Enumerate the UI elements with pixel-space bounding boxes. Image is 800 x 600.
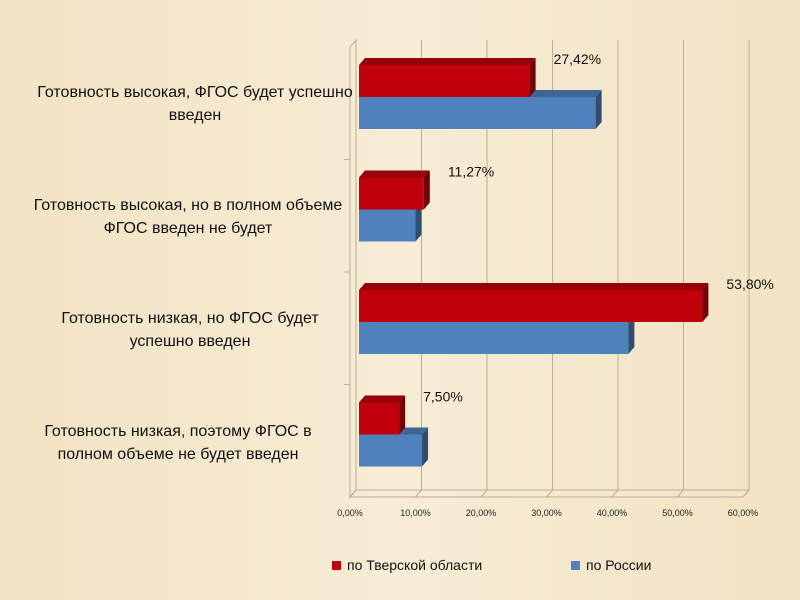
- data-label-tver-4: 7,50%: [423, 389, 463, 405]
- x-tick-label: 50,00%: [662, 508, 693, 518]
- bar-russia-1-side: [595, 90, 602, 129]
- gridline-floor: [677, 489, 684, 498]
- bar-tver-1-front: [359, 65, 530, 97]
- category-label-4: Готовность низкая, поэтому ФГОС в полном…: [44, 423, 312, 463]
- bar-tver-1-side: [529, 58, 536, 97]
- bar-tver-4-top: [359, 395, 406, 403]
- bar-tver-1-top: [359, 58, 536, 65]
- legend-swatch-tver: [332, 560, 341, 570]
- bar-russia-1-front: [359, 97, 596, 129]
- labels-layer: 0,00% 10,00% 20,00% 30,00% 40,00% 50,00% 60,00…: [337, 51, 774, 518]
- data-label-tver-3: 53,80%: [726, 276, 773, 292]
- x-tick-label: 30,00%: [531, 508, 562, 518]
- legend-swatch-russia: [571, 560, 580, 570]
- bar-tver-2-front: [359, 177, 424, 210]
- gridline-floor: [415, 489, 422, 498]
- bar-tver-1: [359, 58, 536, 97]
- gridline-floor: [611, 489, 619, 498]
- bar-tver-2: [359, 170, 430, 210]
- bar-tver-2-top: [359, 170, 430, 178]
- bar-russia-3-front: [359, 322, 629, 354]
- bar-russia-2-front: [359, 209, 416, 242]
- bar-tver-3: [359, 283, 709, 322]
- gridline-floor: [742, 489, 750, 498]
- gridline-floor: [480, 489, 488, 498]
- bar-russia-4-front: [359, 434, 423, 467]
- x-tick-label: 20,00%: [466, 508, 497, 518]
- bar-russia-2-side: [415, 202, 422, 242]
- bar-tver-4-side: [399, 395, 406, 435]
- legend-item-tver: по Тверской области: [332, 557, 482, 573]
- category-label-3: Готовность низкая, но ФГОС будет успешно…: [61, 310, 319, 350]
- x-tick-label: 60,00%: [728, 508, 759, 518]
- bar-tver-3-front: [359, 290, 703, 322]
- legend-label-tver: по Тверской области: [347, 557, 483, 573]
- data-label-tver-1: 27,42%: [554, 51, 601, 67]
- bar-russia-3-side: [628, 315, 635, 354]
- x-tick-label: 10,00%: [400, 508, 431, 518]
- bar-tver-3-top: [359, 283, 709, 290]
- legend-item-russia: по России: [571, 557, 651, 573]
- bar-tver-4-front: [359, 402, 400, 435]
- category-label-2: Готовность высокая, но в полном объеме Ф…: [33, 197, 343, 237]
- bar-tver-3-side: [702, 283, 709, 322]
- legend-label-russia: по России: [586, 557, 652, 573]
- gridline-floor: [546, 489, 553, 498]
- x-tick-label: 40,00%: [597, 508, 628, 518]
- x-tick-label: 0,00%: [337, 508, 363, 518]
- data-label-tver-2: 11,27%: [448, 164, 494, 180]
- bar-tver-2-side: [423, 170, 430, 210]
- bar-russia-4-side: [422, 427, 429, 467]
- bar-tver-4: [359, 395, 406, 435]
- category-label-1: Готовность высокая, ФГОС будет успешно в…: [37, 84, 353, 124]
- bars-layer: [359, 58, 709, 467]
- gridline-floor: [349, 489, 357, 498]
